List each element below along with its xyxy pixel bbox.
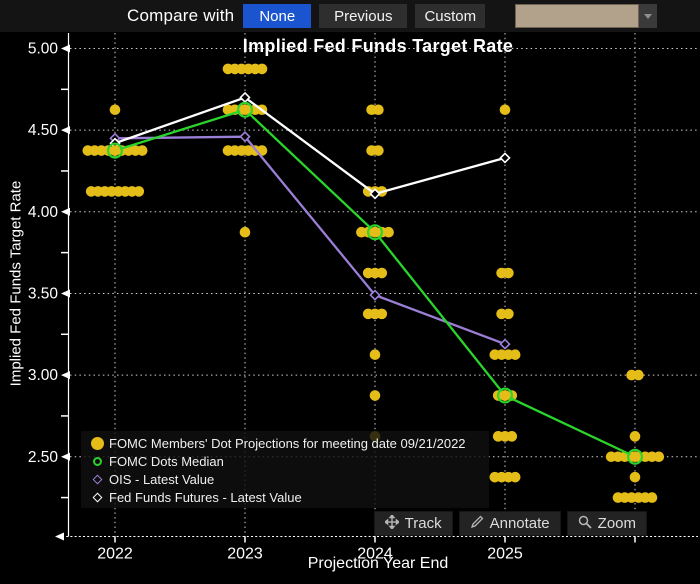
legend-label: Fed Funds Futures - Latest Value: [109, 489, 302, 505]
y-tick-label: 3.00: [28, 367, 59, 384]
y-axis-label: Implied Fed Funds Target Rate: [7, 180, 25, 387]
compare-none-button[interactable]: None: [243, 4, 312, 28]
fomc-dot: [629, 471, 641, 483]
fomc-dot: [383, 226, 394, 238]
fomc-dot: [633, 369, 644, 381]
median-ring: [497, 387, 514, 404]
series-marker-diamond: [499, 338, 511, 350]
legend-label: OIS - Latest Value: [109, 471, 215, 487]
track-button[interactable]: Track: [373, 511, 453, 536]
median-dot: [499, 390, 511, 401]
action-button-label: Zoom: [597, 515, 636, 532]
median-ring: [237, 101, 254, 118]
y-axis-tick-arrow: [61, 207, 70, 216]
annotate-icon: [470, 515, 490, 533]
series-marker-diamond: [239, 131, 251, 143]
y-axis-tick-arrow: [61, 126, 70, 135]
median-ring: [367, 224, 384, 241]
legend-item: Fed Funds Futures - Latest Value: [89, 488, 481, 506]
fomc-dot: [509, 471, 521, 483]
zoom-icon: [578, 515, 598, 533]
fomc-dot: [503, 267, 514, 279]
fomc-dot: [646, 492, 658, 503]
y-tick-label: 4.50: [28, 122, 59, 139]
median-ring: [626, 448, 643, 465]
fomc-dot: [506, 431, 518, 442]
x-tick-label: 2025: [487, 546, 523, 563]
median-ring: [106, 142, 123, 159]
y-axis-tick-arrow: [61, 289, 70, 298]
median-dot: [109, 145, 121, 156]
y-tick-label: 5.00: [28, 41, 59, 58]
series-marker-diamond: [499, 152, 511, 164]
fomc-dot: [503, 308, 514, 320]
legend-item: OIS - Latest Value: [89, 470, 481, 488]
y-tick-label: 2.50: [28, 449, 59, 466]
circle-marker-icon: [89, 456, 105, 466]
action-button-label: Annotate: [489, 515, 550, 532]
fomc-dot: [629, 431, 641, 442]
y-axis-tick-arrow: [61, 452, 70, 461]
x-tick-label: 2024: [357, 546, 393, 563]
fomc-dot: [136, 145, 148, 156]
legend-label: FOMC Dots Median: [109, 453, 224, 469]
fomc-dot: [133, 186, 145, 197]
fomc-dot: [509, 349, 521, 360]
y-axis-tick-arrow: [61, 371, 70, 380]
diamond-marker-icon: [89, 492, 105, 502]
compare-with-label: Compare with: [127, 6, 235, 25]
legend-label: FOMC Members' Dot Projections for meetin…: [109, 435, 466, 451]
y-axis-tick-arrow: [61, 44, 70, 53]
fomc-dot: [239, 226, 251, 238]
median-dot: [629, 451, 641, 463]
fomc-dot: [369, 349, 381, 360]
fomc-dot: [653, 451, 665, 463]
dot-marker-icon: [89, 436, 105, 450]
series-line-ois-latest-value: [114, 135, 506, 346]
median-dot: [239, 104, 251, 116]
legend-item: FOMC Members' Dot Projections for meetin…: [89, 434, 481, 452]
compare-previous-button[interactable]: Previous: [319, 4, 408, 28]
fomc-dot: [373, 104, 384, 116]
legend-item: FOMC Dots Median: [89, 452, 481, 470]
fomc-dot: [376, 308, 388, 320]
fomc-dot: [373, 145, 384, 156]
series-marker-diamond: [369, 188, 381, 200]
median-dot: [369, 226, 381, 238]
x-axis-label: Projection Year End: [307, 555, 449, 572]
x-axis-arrow: [55, 532, 64, 541]
chevron-down-icon: [644, 13, 653, 19]
series-line-fed-funds-futures-latest-value: [114, 96, 506, 196]
compare-custom-button[interactable]: Custom: [415, 4, 486, 28]
fomc-dot: [109, 104, 121, 116]
y-tick-label: 4.00: [28, 204, 59, 221]
chart-legend: FOMC Members' Dot Projections for meetin…: [81, 431, 489, 508]
annotate-button[interactable]: Annotate: [458, 511, 561, 536]
compare-toolbar: Compare with None Previous Custom: [0, 0, 700, 32]
x-tick-label: 2022: [97, 546, 133, 563]
x-tick-label: 2023: [227, 546, 263, 563]
track-icon: [383, 513, 405, 533]
fomc-dot: [369, 390, 381, 401]
fomc-dot: [256, 63, 268, 75]
chart-action-buttons: Track Annotate Zoom: [368, 511, 647, 536]
security-selector[interactable]: [515, 4, 640, 28]
action-button-label: Track: [404, 515, 442, 532]
dropdown-arrow-button[interactable]: [639, 4, 658, 28]
zoom-button[interactable]: Zoom: [566, 511, 647, 536]
y-tick-label: 3.50: [28, 285, 59, 302]
fomc-dot: [376, 267, 388, 279]
series-marker-diamond: [369, 289, 381, 301]
fomc-dot: [499, 104, 511, 116]
chart-title: Implied Fed Funds Target Rate: [242, 36, 514, 56]
diamond-marker-icon: [89, 474, 105, 484]
